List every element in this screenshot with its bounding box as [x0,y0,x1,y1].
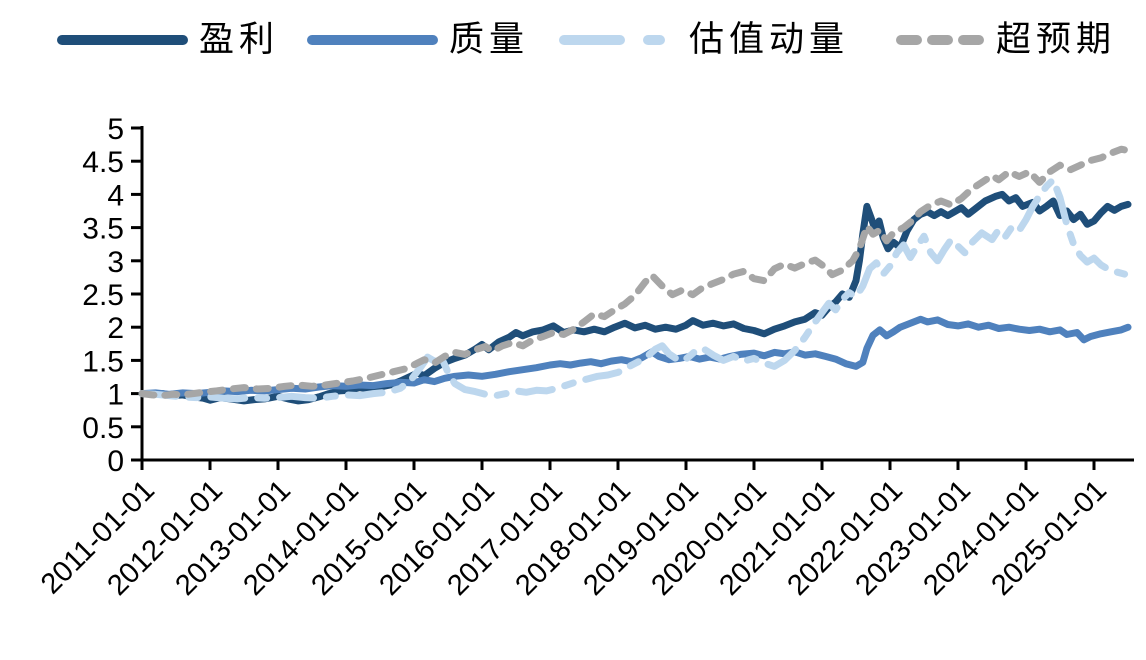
x-axis-labels: 2011-01-012012-01-012013-01-012014-01-01… [35,474,1113,602]
profit-line-swatch [57,34,188,45]
y-tick-label: 5 [107,113,124,146]
y-tick-label: 3 [107,246,124,279]
y-tick-label: 2 [107,312,124,345]
series-line-0 [138,190,1132,405]
y-tick-label: 1 [107,379,124,412]
surprise-line-swatch [896,34,986,45]
y-tick-label: 1.5 [82,345,124,378]
y-tick-label: 0 [107,445,124,478]
legend-item-surprise: 超预期 [895,22,1116,57]
valuation-momentum-line-swatch [559,34,679,45]
legend-label-valuation-momentum: 估值动量 [689,20,850,59]
series-line-2 [138,176,1129,403]
legend-label-surprise: 超预期 [996,20,1117,59]
series-line-3 [138,145,1135,400]
axes [131,126,1134,470]
legend-label-profit: 盈利 [199,20,280,59]
y-tick-label: 2.5 [82,279,124,312]
y-tick-label: 4 [107,179,124,212]
y-tick-label: 3.5 [82,213,124,246]
legend-item-quality: 质量 [305,22,529,57]
quality-line-swatch [307,34,438,45]
legend-item-profit: 盈利 [55,22,279,57]
legend-label-quality: 质量 [449,20,530,59]
legend-item-valuation-momentum: 估值动量 [558,22,849,57]
y-axis-labels: 00.511.522.533.544.55 [82,113,124,478]
y-tick-label: 0.5 [82,412,124,445]
series-line-1 [138,315,1132,398]
y-tick-label: 4.5 [82,146,124,179]
